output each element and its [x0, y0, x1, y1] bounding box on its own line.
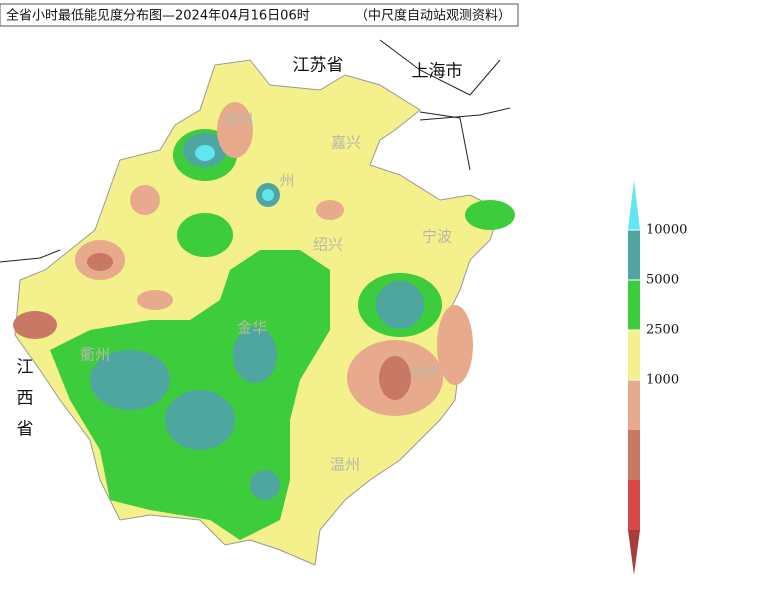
- brown-area: [87, 253, 113, 271]
- salmon-area: [137, 290, 173, 310]
- legend-swatch: [628, 430, 640, 480]
- city-label: 金华: [237, 319, 267, 337]
- title-box: [0, 3, 519, 27]
- teal-area: [376, 281, 424, 329]
- brown-area: [379, 356, 411, 400]
- green-area: [465, 200, 515, 230]
- legend-swatch: [628, 330, 640, 380]
- teal-area: [90, 350, 170, 410]
- province-label: 上海市: [412, 62, 463, 82]
- city-label: 台州: [410, 363, 440, 381]
- legend-swatch: [628, 480, 640, 530]
- cyan-area: [195, 145, 215, 161]
- city-label: 湖州: [223, 111, 253, 129]
- cyan-area: [262, 189, 274, 201]
- salmon-area: [437, 305, 473, 385]
- legend: 10000 5000 2500 1000: [628, 180, 687, 575]
- green-area: [177, 213, 233, 257]
- subtitle: （中尺度自动站观测资料）: [355, 8, 511, 24]
- province-label: 江: [17, 358, 34, 378]
- legend-swatch: [628, 530, 640, 575]
- city-label: 衢州: [80, 346, 110, 364]
- legend-swatch: [628, 230, 640, 280]
- city-label: 绍兴: [313, 236, 343, 254]
- legend-tick-label: 1000: [646, 373, 679, 388]
- border: [0, 39, 511, 263]
- city-label: 宁波: [422, 228, 452, 246]
- legend-swatch: [628, 180, 640, 230]
- city-label: 嘉兴: [331, 134, 361, 152]
- teal-area: [250, 470, 280, 500]
- brown-area: [13, 311, 57, 339]
- province-label: 江苏省: [293, 56, 344, 76]
- salmon-area: [130, 185, 160, 215]
- legend-swatch: [628, 280, 640, 330]
- title: 全省小时最低能见度分布图—2024年04月16日06时: [6, 8, 310, 24]
- province-label: 西: [17, 389, 34, 409]
- city-label: 温州: [330, 456, 360, 474]
- legend-tick-label: 2500: [646, 323, 679, 338]
- salmon-area: [316, 200, 344, 220]
- teal-area: [165, 390, 235, 450]
- province-label: 省: [17, 420, 34, 440]
- city-label: 州: [279, 172, 294, 190]
- legend-swatch: [628, 380, 640, 430]
- teal-area: [233, 327, 277, 383]
- legend-tick-label: 5000: [646, 273, 679, 288]
- legend-tick-label: 10000: [646, 223, 687, 238]
- salmon-area: [217, 102, 253, 158]
